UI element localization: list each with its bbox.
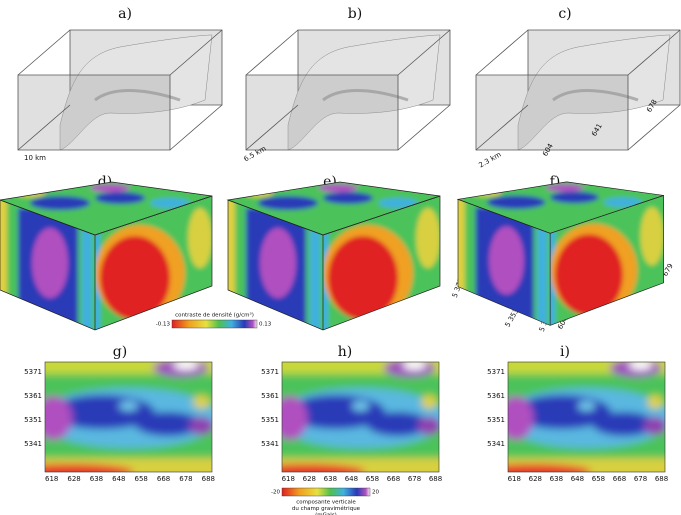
panel-label: f) bbox=[550, 174, 561, 190]
y-tick-label: 5351 bbox=[487, 416, 505, 424]
x-tick-label: 668 bbox=[613, 475, 626, 483]
colorbar-max: 0.13 bbox=[259, 322, 272, 328]
x-tick-label: 658 bbox=[592, 475, 605, 483]
colorbar bbox=[171, 319, 258, 329]
map-frame bbox=[44, 361, 213, 473]
panel-label: g) bbox=[113, 344, 127, 360]
x-tick-label: 618 bbox=[282, 475, 295, 483]
x-tick-label: 668 bbox=[157, 475, 170, 483]
colorbar bbox=[281, 487, 371, 497]
panel-label: a) bbox=[118, 6, 132, 22]
x-tick-label: 648 bbox=[345, 475, 358, 483]
map-frame bbox=[281, 361, 440, 473]
annotation: 10 km bbox=[24, 154, 46, 162]
y-tick-label: 5371 bbox=[261, 368, 279, 376]
x-tick-label: 688 bbox=[655, 475, 668, 483]
y-tick-label: 5361 bbox=[261, 392, 279, 400]
y-tick-label: 5371 bbox=[24, 368, 42, 376]
x-tick-label: 648 bbox=[571, 475, 584, 483]
panels: a) b) c)d) e) f)g) h) i)10 km 6.5 km 2.3 km60464… bbox=[0, 6, 681, 515]
colorbar-min: -0.13 bbox=[156, 322, 171, 328]
x-tick-label: 688 bbox=[429, 475, 442, 483]
x-tick-label: 658 bbox=[135, 475, 148, 483]
y-tick-label: 5341 bbox=[261, 440, 279, 448]
colorbar-title: du champ gravimétrique bbox=[292, 505, 361, 512]
model-3d bbox=[474, 28, 681, 152]
colorbar-min: -20 bbox=[271, 490, 280, 496]
x-tick-label: 688 bbox=[202, 475, 215, 483]
y-tick-label: 5351 bbox=[24, 416, 42, 424]
colorbar-title: (mGals) bbox=[315, 513, 337, 515]
x-tick-label: 678 bbox=[408, 475, 421, 483]
colorbar-title: contraste de densité (g/cm³) bbox=[175, 312, 254, 319]
colorbar-max: 20 bbox=[372, 490, 379, 496]
density-block bbox=[453, 178, 671, 333]
panel-label: c) bbox=[558, 6, 571, 22]
model-3d bbox=[244, 28, 452, 152]
colorbar-title: composante verticale bbox=[296, 500, 356, 506]
x-tick-label: 618 bbox=[45, 475, 58, 483]
x-tick-label: 628 bbox=[67, 475, 80, 483]
x-tick-label: 668 bbox=[387, 475, 400, 483]
x-tick-label: 638 bbox=[550, 475, 563, 483]
y-tick-label: 5361 bbox=[487, 392, 505, 400]
density-block bbox=[223, 178, 448, 338]
x-tick-label: 678 bbox=[634, 475, 647, 483]
map-frame bbox=[507, 361, 666, 473]
y-tick-label: 5371 bbox=[487, 368, 505, 376]
model-3d bbox=[16, 28, 224, 152]
y-tick-label: 5341 bbox=[487, 440, 505, 448]
annotation: 2.3 km bbox=[478, 150, 503, 169]
panel-label: i) bbox=[560, 344, 570, 360]
x-tick-label: 628 bbox=[303, 475, 316, 483]
x-tick-label: 678 bbox=[179, 475, 192, 483]
x-tick-label: 648 bbox=[112, 475, 125, 483]
y-tick-label: 5341 bbox=[24, 440, 42, 448]
y-tick-label: 5351 bbox=[261, 416, 279, 424]
x-tick-label: 658 bbox=[366, 475, 379, 483]
panel-label: h) bbox=[338, 344, 352, 360]
x-tick-label: 618 bbox=[508, 475, 521, 483]
x-tick-label: 638 bbox=[324, 475, 337, 483]
x-tick-label: 638 bbox=[90, 475, 103, 483]
panel-label: b) bbox=[348, 6, 362, 22]
x-tick-label: 628 bbox=[529, 475, 542, 483]
y-tick-label: 5361 bbox=[24, 392, 42, 400]
